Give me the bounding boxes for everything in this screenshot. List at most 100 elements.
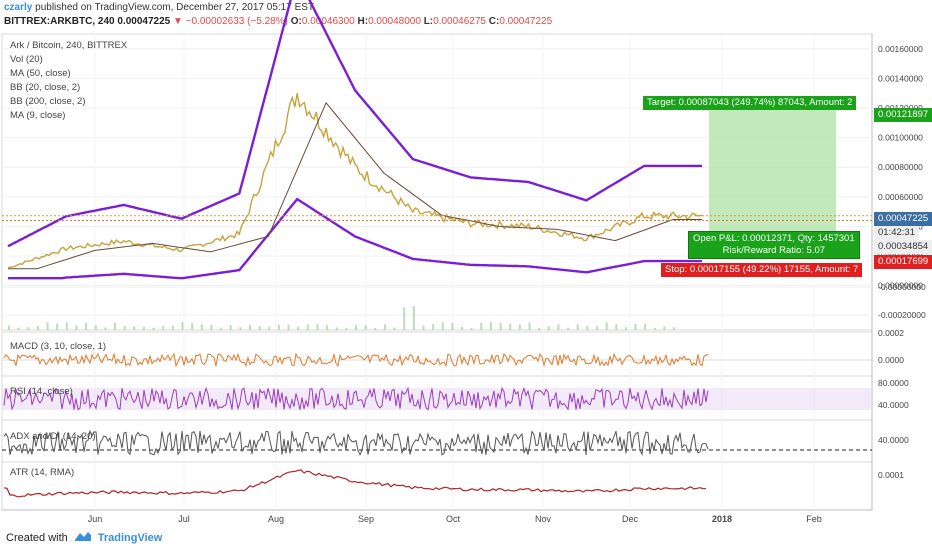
volume-bar xyxy=(422,325,425,330)
symbol-label: BITTREX:ARKBTC, 240 xyxy=(4,16,115,27)
indicator-tick-label: 40.0000 xyxy=(878,435,909,445)
rsi-label[interactable]: RSI (14, close) xyxy=(10,386,73,397)
volume-bar xyxy=(258,326,261,330)
openpl-text: Open P&L: 0.00012371, Qty: 1457301 xyxy=(693,233,855,244)
bb200-upper-line xyxy=(7,0,702,248)
publish-text: published on TradingView.com, December 2… xyxy=(35,2,315,13)
volume-bar xyxy=(518,324,521,330)
volume-bar xyxy=(615,324,618,330)
rsi-band xyxy=(2,388,872,410)
volume-bar xyxy=(75,325,78,330)
countdown-tag: 01:42:31 xyxy=(874,226,919,240)
volume-bar xyxy=(663,326,666,330)
target-tag: Target: 0.00087043 (249.74%) 87043, Amou… xyxy=(643,96,857,110)
footer: Created with TradingView xyxy=(6,530,162,545)
volume-bar xyxy=(36,325,39,330)
x-tick-label: 2018 xyxy=(712,514,732,524)
volume-bar xyxy=(644,323,647,330)
pane-frame xyxy=(1,331,873,377)
volume-bar xyxy=(277,324,280,330)
volume-bar xyxy=(220,327,223,330)
y-tick-label: 0.00100000 xyxy=(878,133,923,143)
volume-bar xyxy=(595,326,598,330)
entry-price-tag: 0.00034854 xyxy=(874,240,932,254)
volume-bar xyxy=(335,327,338,330)
author-link[interactable]: czarly xyxy=(4,2,33,13)
volume-bar xyxy=(586,325,589,330)
volume-bar xyxy=(432,323,435,330)
volume-bar xyxy=(27,327,30,330)
volume-bar xyxy=(152,327,155,330)
legend-volume[interactable]: Vol (20) xyxy=(10,54,43,65)
volume-bar xyxy=(461,326,464,330)
volume-bar xyxy=(605,322,608,330)
y-tick-label: 0.00060000 xyxy=(878,192,923,202)
y-tick-label: -0.00000000 xyxy=(878,282,926,292)
volume-bar xyxy=(123,325,126,330)
volume-bar xyxy=(673,327,676,330)
volume-bar xyxy=(653,327,656,330)
atr-line xyxy=(3,469,707,498)
volume-bar xyxy=(200,324,203,330)
volume-bar xyxy=(624,327,627,330)
volume-bar xyxy=(104,327,107,330)
open-label: O: xyxy=(290,16,302,27)
publish-info: czarly published on TradingView.com, Dec… xyxy=(4,2,314,13)
volume-bar xyxy=(355,325,357,330)
atr-label[interactable]: ATR (14, RMA) xyxy=(10,467,75,478)
volume-bar xyxy=(268,326,271,330)
riskreward-text: Risk/Reward Ratio: 5.07 xyxy=(722,245,826,256)
volume-bar xyxy=(17,327,20,330)
stop-tag: Stop: 0.00017155 (49.22%) 17155, Amount:… xyxy=(661,263,863,277)
price-line xyxy=(7,93,703,269)
last-price-tag: 0.00047225 xyxy=(874,212,932,226)
legend-ma50[interactable]: MA (50, close) xyxy=(10,68,71,79)
volume-bar xyxy=(538,327,541,330)
low-value: 0.00046275 xyxy=(433,16,486,27)
indicator-tick-label: 0.0001 xyxy=(878,470,904,480)
high-value: 0.00048000 xyxy=(368,16,421,27)
volume-bar xyxy=(162,325,165,330)
ohlc-bar: BITTREX:ARKBTC, 240 0.00047225 ▼ −0.0000… xyxy=(4,16,552,27)
pane-frame xyxy=(1,461,873,511)
volume-bar xyxy=(142,326,145,330)
x-tick-label: Dec xyxy=(622,514,639,524)
open-value: 0.00046300 xyxy=(301,16,355,27)
volume-bar xyxy=(181,322,184,330)
volume-bar xyxy=(547,326,550,330)
volume-bar xyxy=(383,324,386,330)
openpl-tag: Open P&L: 0.00012371, Qty: 1457301 Risk/… xyxy=(688,231,860,259)
legend-bb20[interactable]: BB (20, close, 2) xyxy=(10,82,81,93)
change-value: −0.00002633 (−5.28%) xyxy=(185,16,288,27)
target-zone xyxy=(709,105,836,235)
volume-bar xyxy=(94,325,97,330)
volume-bar xyxy=(133,326,136,330)
volume-bar xyxy=(65,322,68,330)
macd-label[interactable]: MACD (3, 10, close, 1) xyxy=(10,341,107,352)
volume-bar xyxy=(567,327,570,330)
adx-label[interactable]: ADX and DI (14, 20) xyxy=(10,431,96,442)
volume-bar xyxy=(8,325,10,330)
volume-bar xyxy=(46,322,49,330)
volume-bar xyxy=(528,322,531,330)
volume-bar xyxy=(171,325,174,330)
x-tick-label: Jun xyxy=(88,514,103,524)
low-label: L: xyxy=(423,16,434,27)
x-tick-label: Feb xyxy=(806,514,822,524)
legend-ma9[interactable]: MA (9, close) xyxy=(10,110,66,121)
volume-bar xyxy=(229,325,232,330)
volume-bar xyxy=(191,323,194,330)
x-tick-label: Aug xyxy=(268,514,284,524)
volume-bar xyxy=(248,325,251,330)
y-tick-label: 0.00000000 xyxy=(878,281,923,291)
rsi-line xyxy=(3,386,709,411)
tradingview-brand[interactable]: TradingView xyxy=(97,531,163,544)
created-with-text: Created with xyxy=(6,531,68,544)
volume-bar xyxy=(470,327,473,330)
legend-bb200[interactable]: BB (200, close, 2) xyxy=(10,96,86,107)
close-label: C: xyxy=(488,16,500,27)
tradingview-logo-icon xyxy=(74,530,92,545)
volume-bar xyxy=(441,322,444,330)
volume-bar xyxy=(364,325,367,330)
